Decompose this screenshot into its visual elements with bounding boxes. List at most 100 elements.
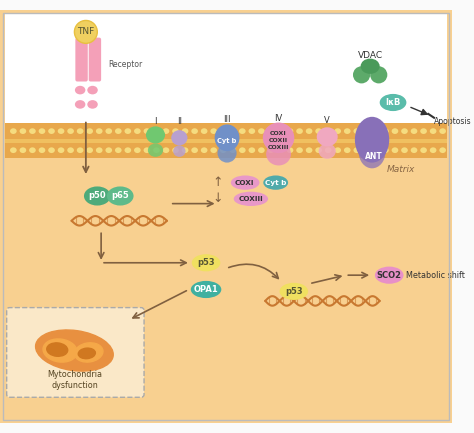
Text: II: II (177, 117, 182, 126)
Ellipse shape (10, 147, 17, 153)
Ellipse shape (58, 128, 64, 134)
Ellipse shape (74, 20, 97, 43)
Ellipse shape (67, 128, 74, 134)
Ellipse shape (344, 147, 351, 153)
Ellipse shape (144, 147, 150, 153)
Ellipse shape (363, 147, 370, 153)
Ellipse shape (410, 147, 418, 153)
Ellipse shape (105, 147, 112, 153)
Ellipse shape (134, 128, 141, 134)
Text: COXI: COXI (235, 180, 254, 186)
Ellipse shape (287, 147, 293, 153)
Ellipse shape (75, 86, 85, 94)
Text: SCO2: SCO2 (377, 271, 402, 280)
Ellipse shape (325, 147, 331, 153)
Ellipse shape (29, 128, 36, 134)
Ellipse shape (268, 147, 274, 153)
FancyBboxPatch shape (89, 38, 101, 81)
Ellipse shape (401, 147, 408, 153)
Ellipse shape (48, 128, 55, 134)
Ellipse shape (373, 147, 379, 153)
Ellipse shape (39, 147, 46, 153)
Ellipse shape (231, 175, 259, 190)
Text: p53: p53 (285, 287, 302, 296)
Ellipse shape (439, 147, 446, 153)
Ellipse shape (115, 128, 122, 134)
Ellipse shape (67, 147, 74, 153)
Ellipse shape (78, 348, 95, 359)
Text: Mytochondria
dysfunction: Mytochondria dysfunction (47, 370, 102, 390)
Ellipse shape (75, 100, 85, 109)
Ellipse shape (87, 100, 98, 109)
Ellipse shape (373, 128, 379, 134)
Ellipse shape (134, 147, 141, 153)
Ellipse shape (277, 147, 284, 153)
Ellipse shape (153, 128, 160, 134)
Text: p53: p53 (197, 258, 215, 267)
Ellipse shape (344, 128, 351, 134)
Ellipse shape (234, 192, 268, 206)
Text: OPA1: OPA1 (194, 285, 219, 294)
Text: Receptor: Receptor (108, 60, 142, 69)
Ellipse shape (58, 147, 64, 153)
Ellipse shape (401, 128, 408, 134)
Ellipse shape (380, 94, 406, 111)
Text: Cyt b: Cyt b (265, 180, 286, 186)
Text: Metabolic shift: Metabolic shift (406, 271, 465, 280)
Ellipse shape (306, 147, 312, 153)
Ellipse shape (218, 143, 237, 163)
Ellipse shape (173, 145, 185, 157)
Text: ANT: ANT (365, 152, 383, 162)
Ellipse shape (19, 147, 26, 153)
Ellipse shape (280, 283, 308, 300)
Ellipse shape (296, 128, 303, 134)
Text: III: III (223, 115, 231, 124)
Ellipse shape (182, 128, 188, 134)
Text: COXII: COXII (269, 138, 288, 143)
Ellipse shape (248, 147, 255, 153)
Ellipse shape (125, 128, 131, 134)
Ellipse shape (115, 147, 122, 153)
Ellipse shape (239, 147, 246, 153)
Ellipse shape (355, 117, 389, 163)
Bar (5, 13, 447, 127)
Text: VDAC: VDAC (357, 51, 383, 60)
Ellipse shape (105, 128, 112, 134)
Ellipse shape (375, 267, 403, 284)
Ellipse shape (201, 128, 208, 134)
Ellipse shape (125, 147, 131, 153)
Text: COXIII: COXIII (238, 196, 263, 202)
Ellipse shape (43, 339, 77, 362)
Ellipse shape (74, 343, 103, 362)
FancyBboxPatch shape (75, 38, 88, 81)
Ellipse shape (317, 127, 337, 146)
Ellipse shape (430, 128, 437, 134)
Ellipse shape (210, 128, 217, 134)
Bar (5, 123, 447, 139)
Ellipse shape (163, 128, 169, 134)
Text: COXI: COXI (270, 132, 287, 136)
Ellipse shape (163, 147, 169, 153)
Ellipse shape (19, 128, 26, 134)
Ellipse shape (277, 128, 284, 134)
Text: TNF: TNF (77, 27, 94, 36)
Text: V: V (324, 116, 330, 125)
Ellipse shape (220, 147, 227, 153)
Ellipse shape (191, 281, 221, 298)
Text: COXIII: COXIII (268, 145, 289, 150)
Ellipse shape (420, 128, 427, 134)
Ellipse shape (359, 136, 385, 168)
Text: IV: IV (274, 114, 283, 123)
Ellipse shape (258, 128, 265, 134)
Ellipse shape (263, 175, 288, 190)
Ellipse shape (248, 128, 255, 134)
Ellipse shape (144, 128, 150, 134)
Ellipse shape (191, 128, 198, 134)
Ellipse shape (361, 58, 380, 74)
Ellipse shape (153, 147, 160, 153)
Ellipse shape (266, 142, 291, 165)
Ellipse shape (315, 128, 322, 134)
Text: p50: p50 (89, 191, 106, 200)
Ellipse shape (201, 147, 208, 153)
Bar (5, 139, 447, 142)
